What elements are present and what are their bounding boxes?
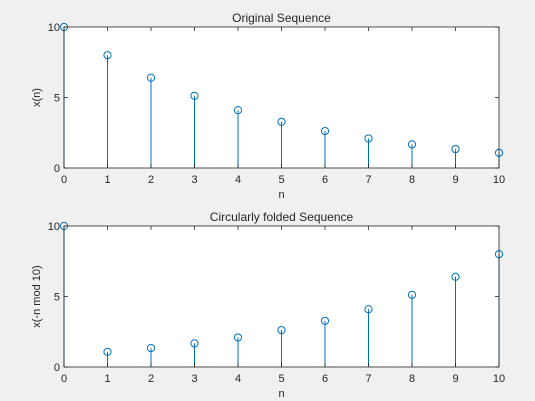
chart-title: Original Sequence xyxy=(232,11,331,25)
x-tick-label: 1 xyxy=(104,174,110,186)
stem-marker xyxy=(233,106,243,115)
stem-marker xyxy=(190,91,199,100)
stem-marker xyxy=(364,134,373,143)
stem-marker xyxy=(320,126,330,136)
y-axis-label: x(-n mod 10) xyxy=(31,265,43,327)
stem-marker xyxy=(364,305,373,314)
x-tick-label: 6 xyxy=(322,174,328,186)
x-tick-label: 4 xyxy=(235,174,241,186)
x-tick-label: 8 xyxy=(409,174,415,186)
y-axis-label: x(n) xyxy=(31,88,43,107)
stem-marker xyxy=(407,290,417,299)
x-tick-label: 2 xyxy=(148,373,154,385)
stem-marker xyxy=(103,51,112,60)
x-tick-label: 5 xyxy=(278,373,284,385)
y-tick-label: 10 xyxy=(48,221,60,233)
stem-marker xyxy=(233,333,243,342)
y-tick-label: 5 xyxy=(54,292,60,304)
subplot-1: 0 1 2 3 4 5 6 7 8 9 10 0 5 10 Original Sequence n x(n) xyxy=(31,11,505,201)
stem-marker xyxy=(146,343,156,353)
x-tick-label: 9 xyxy=(452,174,458,186)
x-tick-label: 0 xyxy=(61,373,67,385)
x-tick-label: 10 xyxy=(493,174,505,186)
x-tick-label: 0 xyxy=(61,174,67,186)
stem-marker xyxy=(146,73,156,82)
stem-marker xyxy=(407,140,417,149)
y-tick-label: 0 xyxy=(54,163,60,175)
x-tick-label: 8 xyxy=(409,373,415,385)
subplot-2: 0 1 2 3 4 5 6 7 8 9 10 0 5 10 Circularly folded Sequen… xyxy=(31,210,505,400)
x-tick-label: 5 xyxy=(278,174,284,186)
chart-title: Circularly folded Sequence xyxy=(210,210,354,224)
stem-marker xyxy=(320,316,330,325)
stem-marker xyxy=(103,347,112,356)
y-tick-label: 0 xyxy=(54,362,60,374)
stem-marker xyxy=(277,117,286,126)
x-tick-label: 6 xyxy=(322,373,328,385)
x-tick-label: 3 xyxy=(191,174,197,186)
x-axis-label: n xyxy=(278,388,284,400)
stem-marker xyxy=(451,272,460,281)
x-tick-label: 1 xyxy=(104,373,110,385)
y-tick-label: 10 xyxy=(48,22,60,34)
stem-marker xyxy=(190,339,199,348)
stem-marker xyxy=(277,325,286,335)
x-tick-label: 7 xyxy=(365,373,371,385)
x-axis-label: n xyxy=(278,189,284,201)
x-tick-label: 4 xyxy=(235,373,241,385)
stem-marker xyxy=(451,144,460,154)
x-tick-label: 2 xyxy=(148,174,154,186)
x-tick-label: 3 xyxy=(191,373,197,385)
x-tick-label: 10 xyxy=(493,373,505,385)
x-tick-label: 9 xyxy=(452,373,458,385)
y-tick-label: 5 xyxy=(54,93,60,105)
x-tick-label: 7 xyxy=(365,174,371,186)
